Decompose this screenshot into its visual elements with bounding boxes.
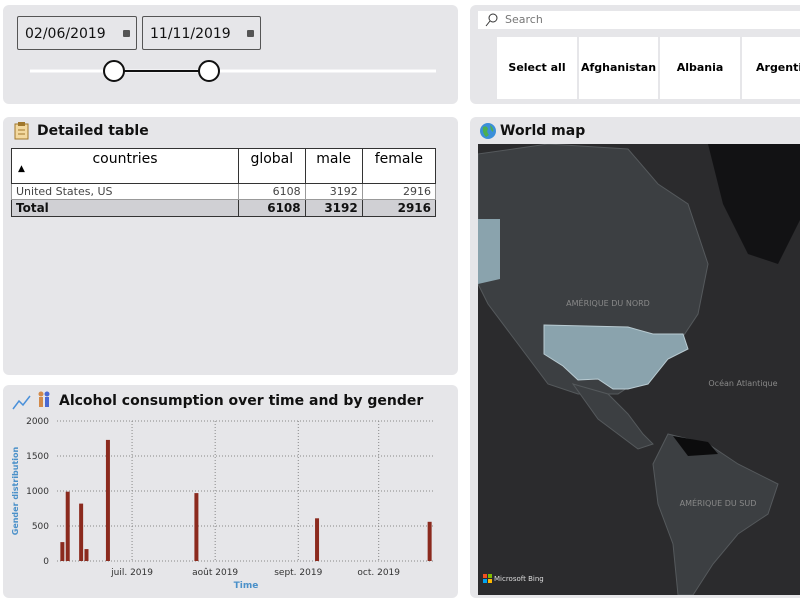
y-tick-label: 2000: [26, 417, 49, 427]
country-slicer: Search Select all Afghanistan Albania Ar…: [470, 5, 800, 104]
bar: [79, 503, 84, 561]
search-box[interactable]: Search: [478, 11, 800, 29]
header-text: countries: [92, 151, 158, 167]
slicer-item[interactable]: Argentina: [742, 37, 800, 99]
column-header[interactable]: female: [361, 148, 437, 184]
map-label: AMÉRIQUE DU SUD: [680, 497, 757, 508]
chart-panel: Alcohol consumption over time and by gen…: [3, 385, 458, 598]
bar: [427, 521, 432, 561]
total-cell: 2916: [361, 199, 437, 217]
end-date-text: 11/11/2019: [150, 26, 231, 42]
y-tick-label: 1000: [26, 487, 49, 497]
total-cell: 6108: [238, 199, 306, 217]
slider: [30, 60, 436, 82]
chart-title: Alcohol consumption over time and by gen…: [59, 393, 423, 409]
map[interactable]: AMÉRIQUE DU NORD Océan Atlantique AMÉRIQ…: [478, 144, 800, 595]
cell: 2916: [361, 183, 437, 200]
start-date-text: 02/06/2019: [25, 26, 106, 42]
map-label: Océan Atlantique: [708, 378, 777, 388]
bar: [60, 542, 65, 561]
slider-handle[interactable]: [198, 60, 220, 82]
table-panel: Detailed table countries ▲ global male fe…: [3, 117, 458, 375]
column-header[interactable]: countries ▲: [11, 148, 239, 184]
map-label: AMÉRIQUE DU NORD: [566, 297, 650, 308]
y-tick-label: 1500: [26, 452, 49, 462]
date-slicer: 02/06/2019 11/11/2019: [3, 5, 458, 104]
cell: United States, US: [11, 183, 239, 200]
map-panel: World map AMÉRIQUE DU NORD Océan Atlanti…: [470, 117, 800, 598]
bar: [65, 491, 70, 561]
x-tick-label: oct. 2019: [357, 568, 400, 578]
y-axis-label: Gender distribution: [11, 446, 20, 535]
column-header[interactable]: global: [238, 148, 306, 184]
cell: 6108: [238, 183, 306, 200]
slicer-item[interactable]: Select all: [497, 37, 577, 99]
x-axis-label: Time: [234, 581, 259, 591]
table-title: Detailed table: [37, 123, 149, 139]
bar: [315, 518, 320, 561]
bar: [105, 439, 110, 561]
total-cell: Total: [11, 199, 239, 217]
x-tick-label: août 2019: [192, 568, 238, 578]
column-header[interactable]: male: [304, 148, 363, 184]
y-tick-label: 500: [32, 522, 49, 532]
bar: [84, 549, 89, 561]
search-placeholder: Search: [505, 13, 543, 26]
map-title: World map: [500, 123, 586, 139]
end-date[interactable]: 11/11/2019: [142, 16, 261, 50]
cell: 3192: [304, 183, 363, 200]
start-date[interactable]: 02/06/2019: [17, 16, 137, 50]
total-cell: 3192: [304, 199, 363, 217]
chart: Alcohol consumption over time and by gen…: [11, 391, 435, 591]
x-tick-label: juil. 2019: [110, 568, 153, 578]
slicer-item[interactable]: Albania: [660, 37, 740, 99]
bar: [194, 493, 199, 561]
slider-handle[interactable]: [103, 60, 125, 82]
data-table: countries ▲ global male female United Sta…: [11, 148, 437, 217]
slicer-item[interactable]: Afghanistan: [579, 37, 658, 99]
y-tick-label: 0: [43, 557, 49, 567]
x-tick-label: sept. 2019: [274, 568, 322, 578]
attribution: Microsoft Bing: [494, 575, 544, 583]
